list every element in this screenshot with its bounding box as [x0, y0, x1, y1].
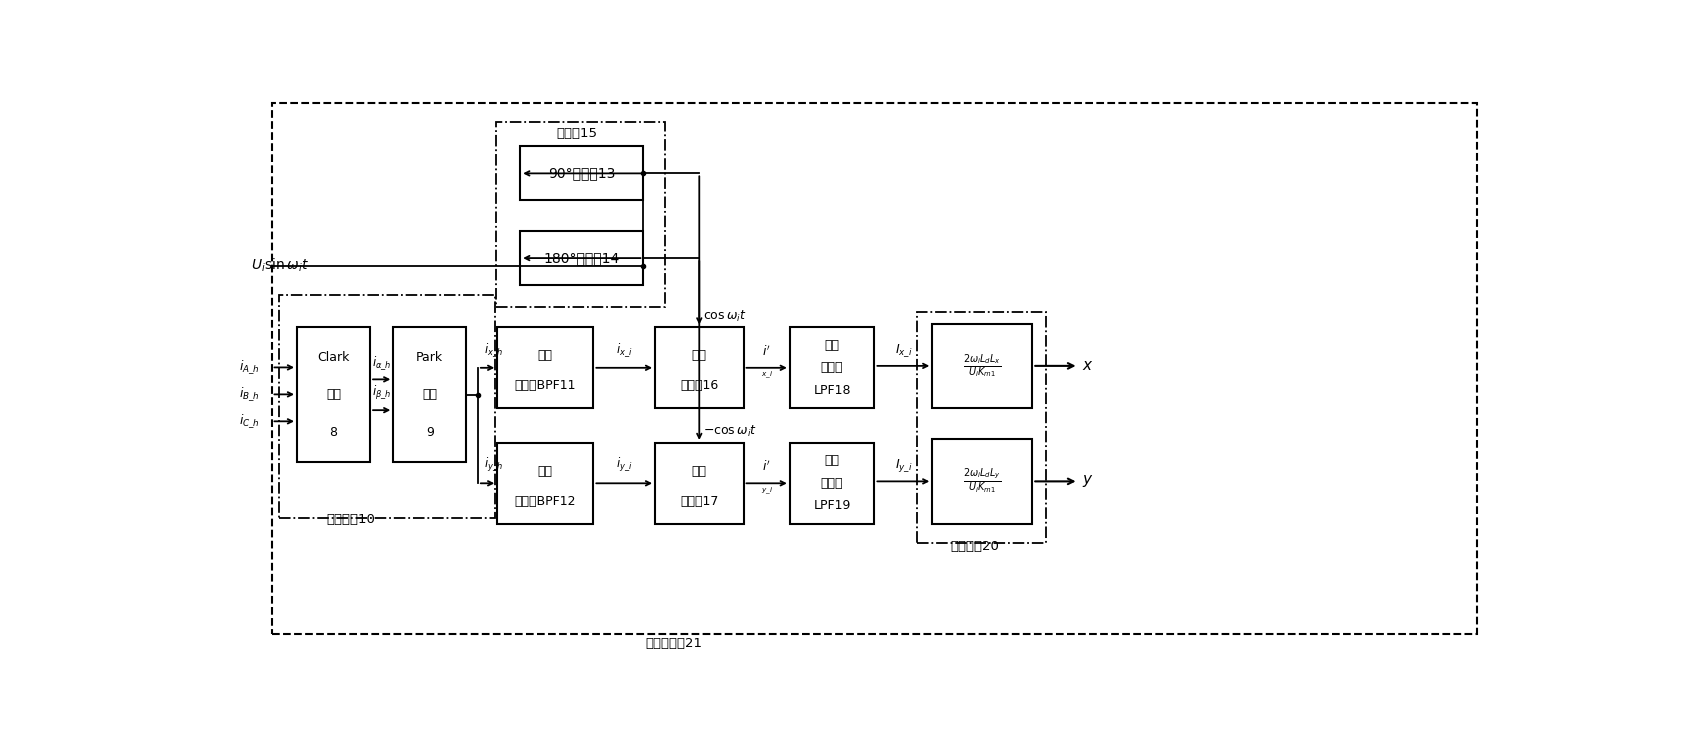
Bar: [280, 295, 495, 518]
Bar: [932, 439, 1032, 524]
Text: 坐标变换10: 坐标变换10: [327, 514, 375, 526]
Text: $i_{B\_h}$: $i_{B\_h}$: [239, 386, 259, 403]
Bar: [520, 146, 644, 200]
Text: 滤波器BPF12: 滤波器BPF12: [515, 494, 576, 508]
Text: 移相器15: 移相器15: [556, 127, 597, 140]
Text: $i_{x\_h}$: $i_{x\_h}$: [485, 341, 503, 358]
Text: LPF19: LPF19: [814, 500, 851, 512]
Bar: [497, 443, 593, 524]
Text: 变换: 变换: [422, 388, 437, 401]
Bar: [654, 443, 744, 524]
Bar: [790, 327, 875, 408]
Text: $x$: $x$: [1083, 358, 1093, 373]
Bar: [520, 231, 644, 285]
Text: $U_i\sin\omega_i t$: $U_i\sin\omega_i t$: [251, 257, 308, 274]
Text: 180°移相器14: 180°移相器14: [544, 251, 620, 265]
Text: 9: 9: [425, 426, 434, 439]
Text: $i_{\beta\_h}$: $i_{\beta\_h}$: [371, 384, 392, 403]
Bar: [497, 327, 593, 408]
Text: 低通: 低通: [824, 338, 839, 352]
Text: 8: 8: [329, 426, 337, 439]
Bar: [932, 324, 1032, 408]
Text: $\frac{2\omega_i L_d L_y}{U_i K_{m1}}$: $\frac{2\omega_i L_d L_y}{U_i K_{m1}}$: [963, 467, 1002, 496]
Bar: [495, 122, 664, 307]
Bar: [297, 327, 370, 462]
Text: 滤波器: 滤波器: [820, 361, 844, 375]
Bar: [790, 443, 875, 524]
Text: $_{x\_i}$: $_{x\_i}$: [761, 370, 773, 381]
Text: 带通: 带通: [537, 465, 553, 477]
Text: $i_{\alpha\_h}$: $i_{\alpha\_h}$: [371, 354, 392, 372]
Text: $\cos\omega_i t$: $\cos\omega_i t$: [703, 308, 747, 324]
Text: Park: Park: [417, 350, 444, 364]
Text: 滤波器BPF11: 滤波器BPF11: [515, 379, 576, 392]
Text: $_{y\_i}$: $_{y\_i}$: [761, 485, 773, 496]
Text: 带通: 带通: [537, 349, 553, 362]
Text: 低通: 低通: [824, 454, 839, 467]
Text: $i_{C\_h}$: $i_{C\_h}$: [239, 412, 259, 430]
Bar: [917, 312, 1046, 543]
Text: $i_{A\_h}$: $i_{A\_h}$: [239, 358, 259, 376]
Text: $I_{x\_i}$: $I_{x\_i}$: [895, 342, 912, 358]
Text: 解调器17: 解调器17: [680, 494, 719, 508]
Text: 乘法: 乘法: [692, 349, 707, 362]
Bar: [393, 327, 466, 462]
Text: 变换: 变换: [325, 388, 341, 401]
Text: 位移估算器21: 位移估算器21: [646, 636, 703, 650]
Text: 滤波器: 滤波器: [820, 477, 844, 490]
Text: $y$: $y$: [1083, 474, 1093, 489]
Text: $I_{y\_i}$: $I_{y\_i}$: [895, 457, 912, 474]
Text: 90°移相器13: 90°移相器13: [547, 166, 615, 180]
Text: $i_{x\_i}$: $i_{x\_i}$: [615, 341, 632, 358]
Text: 解调器16: 解调器16: [680, 379, 719, 392]
Bar: [654, 327, 744, 408]
Text: $-\cos\omega_i t$: $-\cos\omega_i t$: [703, 424, 758, 439]
Text: $i'$: $i'$: [763, 460, 771, 474]
Text: $i'$: $i'$: [763, 344, 771, 358]
Text: LPF18: LPF18: [814, 384, 851, 397]
Text: $i_{y\_h}$: $i_{y\_h}$: [485, 456, 503, 474]
Text: 比例系数20: 比例系数20: [951, 540, 998, 554]
Text: Clark: Clark: [317, 350, 349, 364]
Text: $\frac{2\omega_i L_d L_x}{U_i K_{m1}}$: $\frac{2\omega_i L_d L_x}{U_i K_{m1}}$: [963, 352, 1002, 380]
Text: 乘法: 乘法: [692, 465, 707, 477]
Text: $i_{y\_i}$: $i_{y\_i}$: [615, 456, 632, 474]
